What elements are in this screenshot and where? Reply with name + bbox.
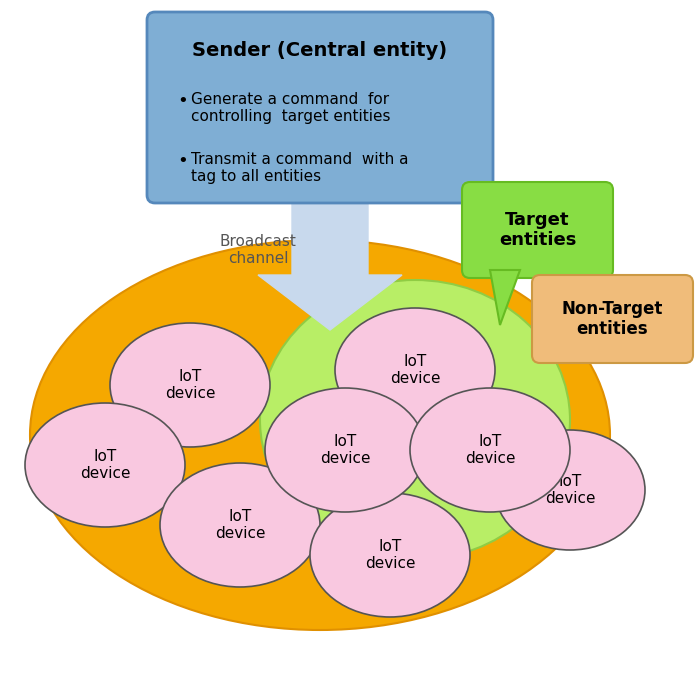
Text: IoT
device: IoT device bbox=[545, 474, 595, 506]
Ellipse shape bbox=[30, 240, 610, 630]
Polygon shape bbox=[490, 270, 520, 325]
Text: Target
entities: Target entities bbox=[499, 211, 576, 249]
Text: IoT
device: IoT device bbox=[320, 434, 370, 466]
Text: IoT
device: IoT device bbox=[365, 539, 415, 571]
Text: Sender (Central entity): Sender (Central entity) bbox=[193, 41, 447, 60]
Ellipse shape bbox=[335, 308, 495, 432]
FancyBboxPatch shape bbox=[147, 12, 493, 203]
Polygon shape bbox=[258, 195, 402, 330]
Ellipse shape bbox=[265, 388, 425, 512]
Text: •: • bbox=[177, 152, 188, 170]
Ellipse shape bbox=[495, 430, 645, 550]
Ellipse shape bbox=[25, 403, 185, 527]
Ellipse shape bbox=[160, 463, 320, 587]
Text: •: • bbox=[177, 92, 188, 110]
Text: Transmit a command  with a
tag to all entities: Transmit a command with a tag to all ent… bbox=[191, 152, 409, 184]
FancyBboxPatch shape bbox=[532, 275, 693, 363]
Text: Broadcast
channel: Broadcast channel bbox=[220, 234, 296, 266]
Ellipse shape bbox=[410, 388, 570, 512]
FancyBboxPatch shape bbox=[462, 182, 613, 278]
Ellipse shape bbox=[310, 493, 470, 617]
Text: IoT
device: IoT device bbox=[390, 354, 440, 386]
Text: Generate a command  for
controlling  target entities: Generate a command for controlling targe… bbox=[191, 92, 391, 125]
Text: IoT
device: IoT device bbox=[215, 509, 265, 541]
Text: IoT
device: IoT device bbox=[80, 449, 130, 481]
Text: IoT
device: IoT device bbox=[465, 434, 515, 466]
Ellipse shape bbox=[110, 323, 270, 447]
Text: Non-Target
entities: Non-Target entities bbox=[562, 300, 663, 338]
Text: IoT
device: IoT device bbox=[164, 369, 216, 401]
Ellipse shape bbox=[260, 280, 570, 560]
